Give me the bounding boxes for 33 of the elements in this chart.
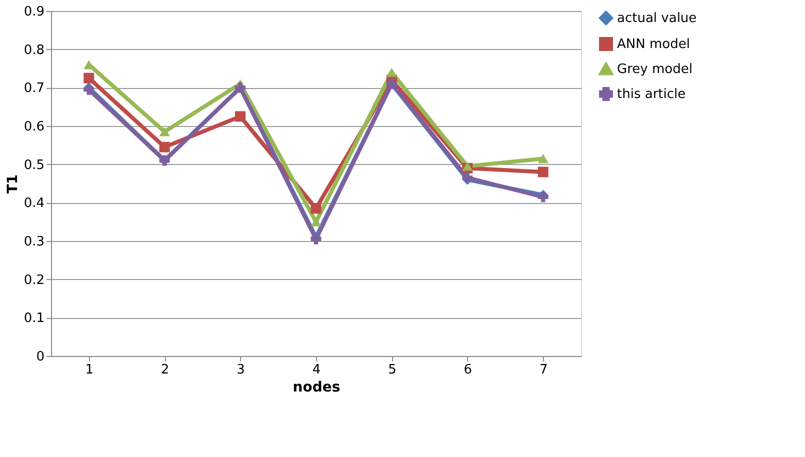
y-tick-label: 0.1 <box>24 311 44 326</box>
legend-label: ANN model <box>617 37 690 52</box>
point <box>310 217 322 226</box>
x-tick-label: 7 <box>540 362 548 378</box>
y-tick-label: 0.5 <box>24 158 44 173</box>
legend-label: actual value <box>617 11 697 26</box>
point <box>386 68 397 77</box>
x-tick-label: 6 <box>464 362 472 378</box>
point <box>159 142 170 152</box>
y-tick-label: 0 <box>36 350 44 364</box>
x-tick-label: 3 <box>236 362 245 378</box>
x-axis-title: nodes <box>292 380 340 396</box>
point <box>84 72 94 84</box>
x-tick-label: 4 <box>312 362 321 378</box>
y-tick-label: 0.2 <box>24 272 44 288</box>
y-tick-label: 0.8 <box>24 42 44 58</box>
y-tick-label: 0.4 <box>24 196 44 212</box>
y-axis-title: T1 <box>4 174 21 194</box>
legend-label: this article <box>617 87 686 102</box>
y-tick-label: 0.7 <box>24 81 44 96</box>
point <box>310 203 322 214</box>
legend-label: Grey model <box>617 62 692 77</box>
x-tick-label: 2 <box>160 362 170 378</box>
x-tick-label: 1 <box>85 362 94 378</box>
y-tick-label: 0.9 <box>24 4 44 20</box>
point <box>538 154 548 164</box>
y-tick-label: 0.6 <box>24 120 44 134</box>
point <box>159 127 170 136</box>
point <box>538 166 548 178</box>
y-tick-label: 0.3 <box>24 234 44 250</box>
point <box>235 111 246 122</box>
point <box>462 162 473 171</box>
x-tick-label: 5 <box>388 362 396 378</box>
